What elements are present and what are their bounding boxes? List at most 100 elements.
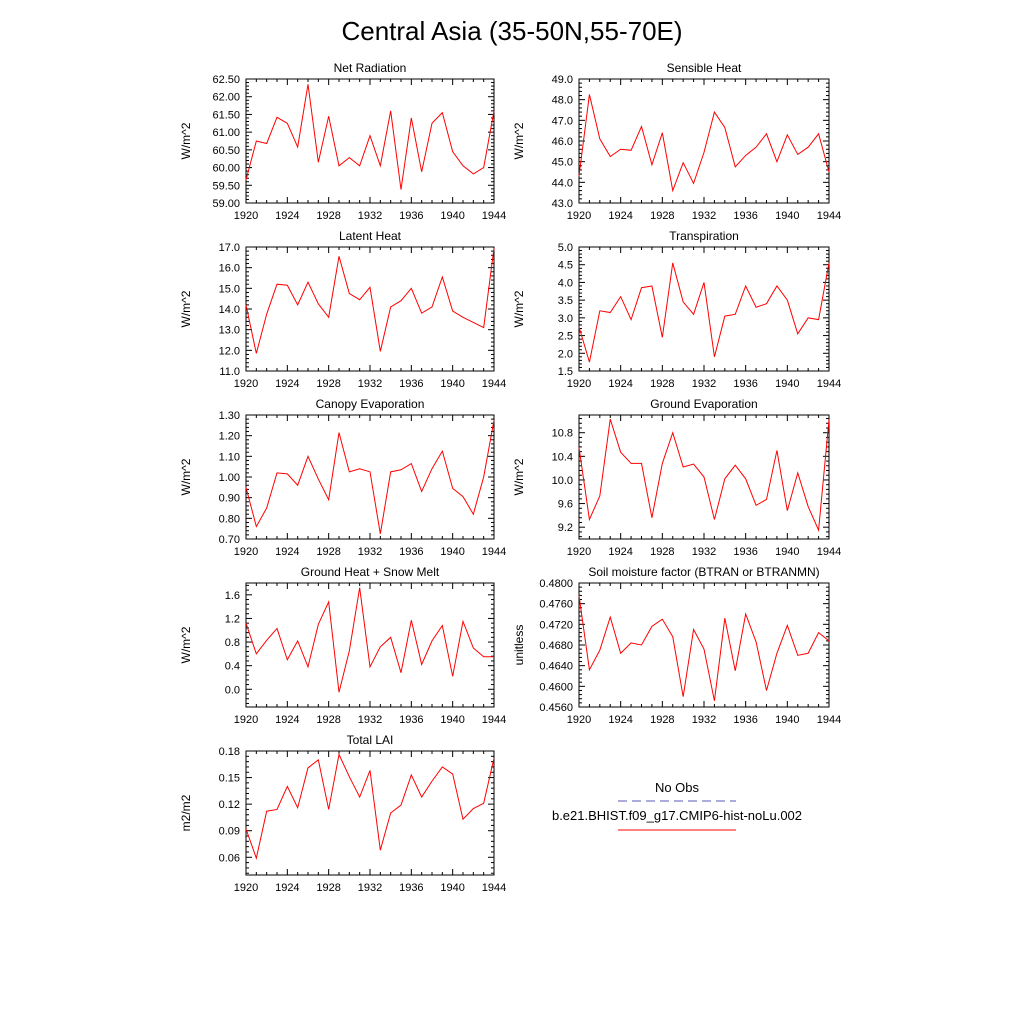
x-tick-label: 1928 (316, 546, 340, 558)
y-tick-label: 43.0 (552, 198, 573, 210)
x-tick-label: 1932 (692, 210, 716, 222)
y-tick-label: 10.4 (552, 451, 573, 463)
x-tick-label: 1924 (608, 210, 632, 222)
y-tick-label: 60.00 (212, 163, 240, 175)
x-tick-label: 1944 (817, 714, 841, 726)
panel-frame (578, 78, 830, 204)
y-tick-label: 0.4560 (539, 702, 573, 714)
x-tick-label: 1920 (234, 546, 258, 558)
x-tick-label: 1936 (399, 546, 423, 558)
y-tick-label: 17.0 (219, 242, 240, 254)
x-tick-label: 1924 (275, 210, 299, 222)
panel-title: Transpiration (669, 229, 739, 243)
y-tick-label: 47.0 (552, 115, 573, 127)
panel-total-lai: Total LAI m2/m2 1920 1924 1928 1932 1936 1940 19… (179, 733, 506, 894)
x-tick-label: 1940 (775, 714, 799, 726)
x-tick-label: 1936 (399, 714, 423, 726)
x-tick-label: 1932 (358, 714, 382, 726)
y-tick-label: 12.0 (219, 345, 240, 357)
panel-ground-heat-snow-melt: Ground Heat + Snow Melt W/m^2 1920 1924 1928… (179, 565, 506, 726)
y-tick-label: 61.00 (212, 127, 240, 139)
x-tick-label: 1936 (399, 378, 423, 390)
y-tick-label: 62.00 (212, 92, 240, 104)
x-tick-label: 1944 (817, 210, 841, 222)
panel-net-radiation: Net Radiation W/m^2 1920 1924 1928 1932 1936 19… (179, 61, 506, 222)
x-tick-label: 1920 (234, 378, 258, 390)
x-tick-label: 1944 (817, 378, 841, 390)
panel-title: Ground Heat + Snow Melt (301, 565, 440, 579)
x-tick-label: 1932 (358, 882, 382, 894)
y-tick-label: 1.10 (219, 451, 240, 463)
x-tick-label: 1944 (482, 714, 506, 726)
y-tick-label: 0.4760 (539, 599, 573, 611)
legend-label-no-obs: No Obs (655, 780, 700, 795)
y-tick-label: 3.0 (558, 313, 573, 325)
y-tick-label: 0.4720 (539, 619, 573, 631)
x-tick-label: 1932 (358, 546, 382, 558)
x-tick-label: 1920 (567, 714, 591, 726)
x-tick-label: 1924 (608, 714, 632, 726)
x-tick-label: 1944 (817, 546, 841, 558)
y-tick-label: 1.6 (225, 590, 240, 602)
x-tick-label: 1920 (567, 210, 591, 222)
x-tick-label: 1920 (234, 882, 258, 894)
x-tick-label: 1944 (482, 378, 506, 390)
series-line-sensible-heat (578, 94, 830, 193)
x-tick-label: 1940 (775, 378, 799, 390)
x-tick-label: 1924 (608, 378, 632, 390)
x-tick-label: 1932 (358, 210, 382, 222)
panel-title: Ground Evaporation (650, 397, 757, 411)
panel-frame (245, 246, 495, 372)
y-tick-label: 0.4640 (539, 661, 573, 673)
y-tick-label: 10.8 (552, 428, 573, 440)
series-line-canopy-evaporation (245, 420, 495, 534)
panel-transpiration: Transpiration W/m^2 1920 1924 1928 1932 1936 19… (512, 229, 841, 390)
x-tick-label: 1936 (733, 378, 757, 390)
panel-latent-heat: Latent Heat W/m^2 1920 1924 1928 1932 1936 1940… (179, 229, 506, 390)
x-tick-label: 1928 (650, 210, 674, 222)
y-tick-label: 15.0 (219, 283, 240, 295)
y-tick-label: 62.50 (212, 74, 240, 86)
x-tick-label: 1940 (440, 882, 464, 894)
y-tick-label: 59.50 (212, 180, 240, 192)
x-tick-label: 1944 (482, 546, 506, 558)
x-tick-label: 1928 (650, 378, 674, 390)
panels: Net Radiation W/m^2 1920 1924 1928 1932 1936 19… (179, 61, 841, 894)
y-tick-label: 0.12 (219, 799, 240, 811)
x-tick-label: 1924 (608, 546, 632, 558)
y-tick-label: 0.09 (219, 826, 240, 838)
panel-title: Sensible Heat (667, 61, 742, 75)
series-line-soil-moisture-factor-btran-or-btranmn (578, 595, 830, 701)
x-tick-label: 1928 (650, 546, 674, 558)
series-line-transpiration (578, 262, 830, 363)
panel-ground-evaporation: Ground Evaporation W/m^2 1920 1924 1928 1932 1… (512, 397, 841, 558)
y-tick-label: 10.0 (552, 475, 573, 487)
x-tick-label: 1928 (650, 714, 674, 726)
y-tick-label: 14.0 (219, 304, 240, 316)
x-tick-label: 1944 (482, 882, 506, 894)
x-tick-label: 1940 (775, 210, 799, 222)
y-tick-label: 16.0 (219, 263, 240, 275)
y-tick-label: 60.50 (212, 145, 240, 157)
y-tick-label: 4.5 (558, 260, 573, 272)
x-tick-label: 1920 (567, 378, 591, 390)
y-axis-label: unitless (512, 625, 526, 666)
y-tick-label: 2.5 (558, 331, 573, 343)
y-tick-label: 0.18 (219, 746, 240, 758)
y-axis-label: W/m^2 (179, 458, 193, 495)
legend: No Obs b.e21.BHIST.f09_g17.CMIP6-hist-no… (552, 780, 802, 831)
y-tick-label: 1.00 (219, 472, 240, 484)
series-line-ground-evaporation (578, 418, 830, 533)
y-tick-label: 0.8 (225, 637, 240, 649)
y-tick-label: 5.0 (558, 242, 573, 254)
y-tick-label: 0.0 (225, 684, 240, 696)
x-tick-label: 1932 (692, 714, 716, 726)
y-tick-label: 1.2 (225, 613, 240, 625)
y-tick-label: 9.6 (558, 499, 573, 511)
panel-canopy-evaporation: Canopy Evaporation W/m^2 1920 1924 1928 1932 1… (179, 397, 506, 558)
panel-title: Total LAI (347, 733, 394, 747)
y-tick-label: 49.0 (552, 74, 573, 86)
y-tick-label: 2.0 (558, 348, 573, 360)
x-tick-label: 1932 (358, 378, 382, 390)
